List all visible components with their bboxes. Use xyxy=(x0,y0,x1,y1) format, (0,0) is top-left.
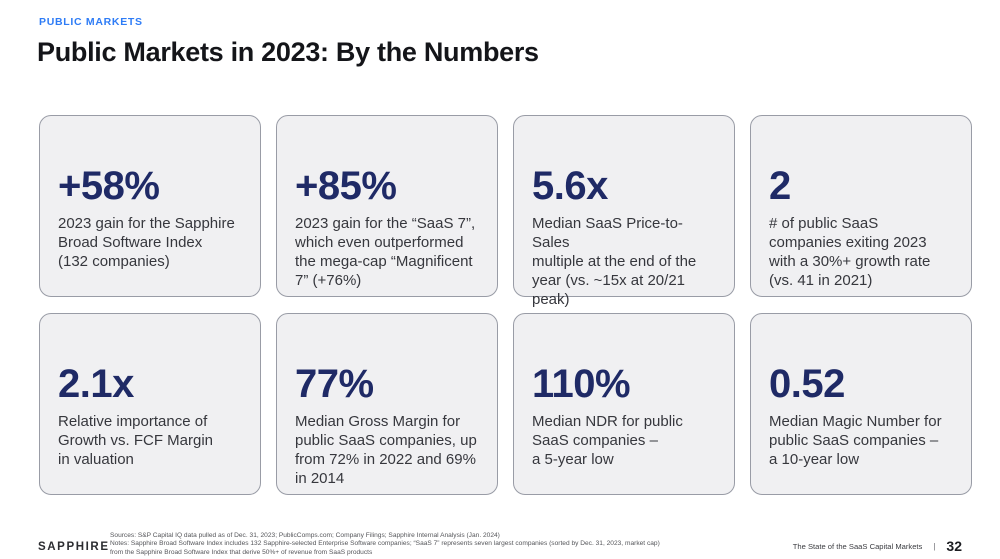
page-title: Public Markets in 2023: By the Numbers xyxy=(37,37,539,67)
stat-card-grid: +58% 2023 gain for the Sapphire Broad So… xyxy=(39,115,972,495)
stat-value: +85% xyxy=(295,164,397,208)
eyebrow-label: PUBLIC MARKETS xyxy=(39,16,143,28)
stat-card: +85% 2023 gain for the “SaaS 7”, which e… xyxy=(276,115,498,297)
stat-value: 2 xyxy=(769,164,791,208)
stat-card: 2.1x Relative importance of Growth vs. F… xyxy=(39,313,261,495)
stat-description: 2023 gain for the “SaaS 7”, which even o… xyxy=(295,215,476,290)
sapphire-logo: SAPPHIRE xyxy=(38,541,110,553)
footnotes: Sources: S&P Capital IQ data pulled as o… xyxy=(110,532,690,557)
footnote-notes: Notes: Sapphire Broad Software Index inc… xyxy=(110,540,660,548)
divider: | xyxy=(933,541,936,551)
stat-card: 110% Median NDR for public SaaS companie… xyxy=(513,313,735,495)
report-title: The State of the SaaS Capital Markets xyxy=(792,541,923,551)
stat-description: Median Magic Number for public SaaS comp… xyxy=(769,413,942,469)
footnote-sources: Sources: S&P Capital IQ data pulled as o… xyxy=(110,532,500,539)
stat-description: Median SaaS Price-to-Sales multiple at t… xyxy=(532,215,697,309)
stat-card: +58% 2023 gain for the Sapphire Broad So… xyxy=(39,115,261,297)
stat-value: 77% xyxy=(295,362,374,406)
stat-description: Median Gross Margin for public SaaS comp… xyxy=(295,413,477,488)
footnote-notes-continued: from the Sapphire Broad Software Index t… xyxy=(110,548,373,556)
stat-description: Median NDR for public SaaS companies – a… xyxy=(532,413,683,469)
stat-value: 110% xyxy=(532,362,631,406)
stat-value: 2.1x xyxy=(58,362,134,406)
stat-description: Relative importance of Growth vs. FCF Ma… xyxy=(58,413,214,469)
stat-card: 0.52 Median Magic Number for public SaaS… xyxy=(750,313,972,495)
stat-card: 5.6x Median SaaS Price-to-Sales multiple… xyxy=(513,115,735,308)
stat-value: +58% xyxy=(58,164,160,208)
stat-description: 2023 gain for the Sapphire Broad Softwar… xyxy=(58,215,235,271)
footer-right: The State of the SaaS Capital Markets | … xyxy=(793,538,962,554)
page-number: 32 xyxy=(946,538,962,554)
stat-card: 2 # of public SaaS companies exiting 202… xyxy=(750,115,972,297)
stat-value: 0.52 xyxy=(769,362,845,406)
stat-value: 5.6x xyxy=(532,164,608,208)
stat-card: 77% Median Gross Margin for public SaaS … xyxy=(276,313,498,495)
stat-description: # of public SaaS companies exiting 2023 … xyxy=(769,215,931,290)
